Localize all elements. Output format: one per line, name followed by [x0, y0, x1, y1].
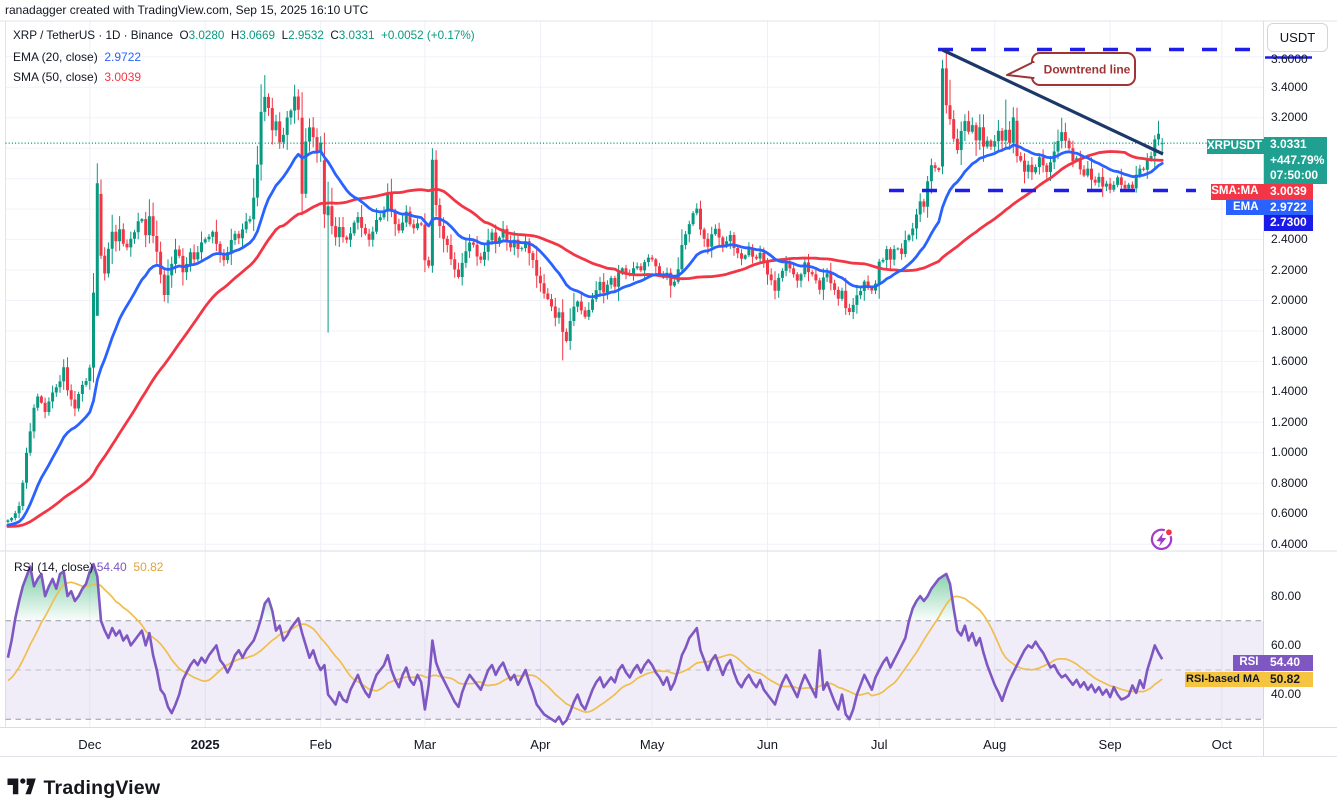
- svg-text:Downtrend line: Downtrend line: [1044, 63, 1131, 77]
- svg-text:TradingView: TradingView: [44, 777, 161, 799]
